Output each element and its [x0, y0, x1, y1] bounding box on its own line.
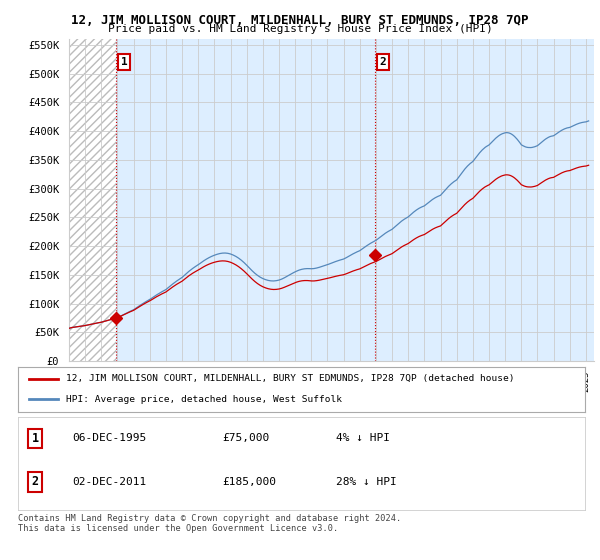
Text: HPI: Average price, detached house, West Suffolk: HPI: Average price, detached house, West… — [66, 395, 342, 404]
Text: 2: 2 — [379, 57, 386, 67]
Text: £185,000: £185,000 — [222, 477, 276, 487]
Text: 06-DEC-1995: 06-DEC-1995 — [72, 433, 146, 444]
Text: 4% ↓ HPI: 4% ↓ HPI — [335, 433, 389, 444]
Text: 02-DEC-2011: 02-DEC-2011 — [72, 477, 146, 487]
Text: £75,000: £75,000 — [222, 433, 269, 444]
Text: Price paid vs. HM Land Registry's House Price Index (HPI): Price paid vs. HM Land Registry's House … — [107, 24, 493, 34]
Text: 1: 1 — [31, 432, 38, 445]
Text: 12, JIM MOLLISON COURT, MILDENHALL, BURY ST EDMUNDS, IP28 7QP (detached house): 12, JIM MOLLISON COURT, MILDENHALL, BURY… — [66, 375, 515, 384]
Bar — [69, 39, 116, 361]
Text: 28% ↓ HPI: 28% ↓ HPI — [335, 477, 396, 487]
Text: 2: 2 — [31, 475, 38, 488]
Text: 12, JIM MOLLISON COURT, MILDENHALL, BURY ST EDMUNDS, IP28 7QP: 12, JIM MOLLISON COURT, MILDENHALL, BURY… — [71, 14, 529, 27]
Text: 1: 1 — [121, 57, 128, 67]
Text: Contains HM Land Registry data © Crown copyright and database right 2024.
This d: Contains HM Land Registry data © Crown c… — [18, 514, 401, 534]
